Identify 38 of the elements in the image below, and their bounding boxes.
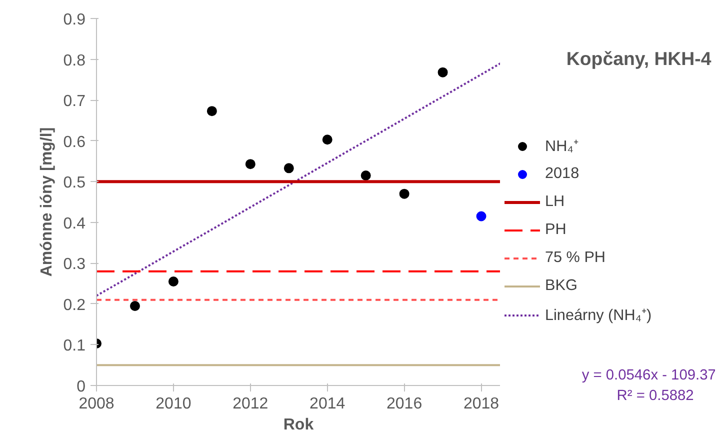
point	[322, 134, 332, 145]
y-tick-label: 0	[76, 378, 86, 396]
y-axis-title: Amónne ióny [mg/l]	[38, 127, 56, 277]
y-tick-label: 0.7	[63, 93, 86, 110]
x-tick-label: 2012	[232, 396, 268, 412]
legend-label: LH	[545, 193, 565, 211]
point	[476, 211, 486, 222]
y-tick-label: 0.4	[63, 215, 86, 232]
point	[130, 300, 140, 311]
point	[284, 163, 294, 174]
x-tick-label: 2010	[156, 396, 192, 412]
legend-label: 2018	[545, 165, 580, 183]
y-tick-label: 0.2	[63, 296, 86, 314]
x-tick-label: 2018	[463, 396, 500, 412]
y-tick-label: 0.1	[63, 338, 86, 355]
point	[360, 170, 371, 180]
y-tick-label: 0.9	[63, 12, 86, 28]
text: R² = 0.5882	[616, 388, 694, 404]
point	[399, 188, 410, 199]
point	[245, 159, 256, 170]
x-tick-label: 2016	[386, 396, 422, 412]
text: y = 0.0546x - 109.37	[582, 368, 716, 384]
legend-label: NH₄⁺	[545, 137, 578, 156]
point	[438, 67, 448, 78]
y-tick-label: 0.6	[63, 134, 86, 151]
text: Kopčany, HKH-4	[566, 48, 712, 69]
y-tick-label: 0.5	[63, 174, 86, 192]
point	[168, 276, 178, 287]
legend-label: BKG	[545, 277, 578, 295]
point	[206, 106, 217, 116]
legend-label: Lineárny (NH₄⁺)	[545, 306, 652, 325]
x-axis-title: Rok	[283, 416, 314, 434]
legend-label: PH	[545, 221, 566, 239]
x-tick-label: 2008	[78, 396, 114, 412]
legend-label: 75 % PH	[545, 249, 606, 267]
x-tick-label: 2014	[310, 396, 346, 412]
y-tick-label: 0.3	[63, 256, 86, 274]
y-tick-label: 0.8	[63, 52, 86, 70]
